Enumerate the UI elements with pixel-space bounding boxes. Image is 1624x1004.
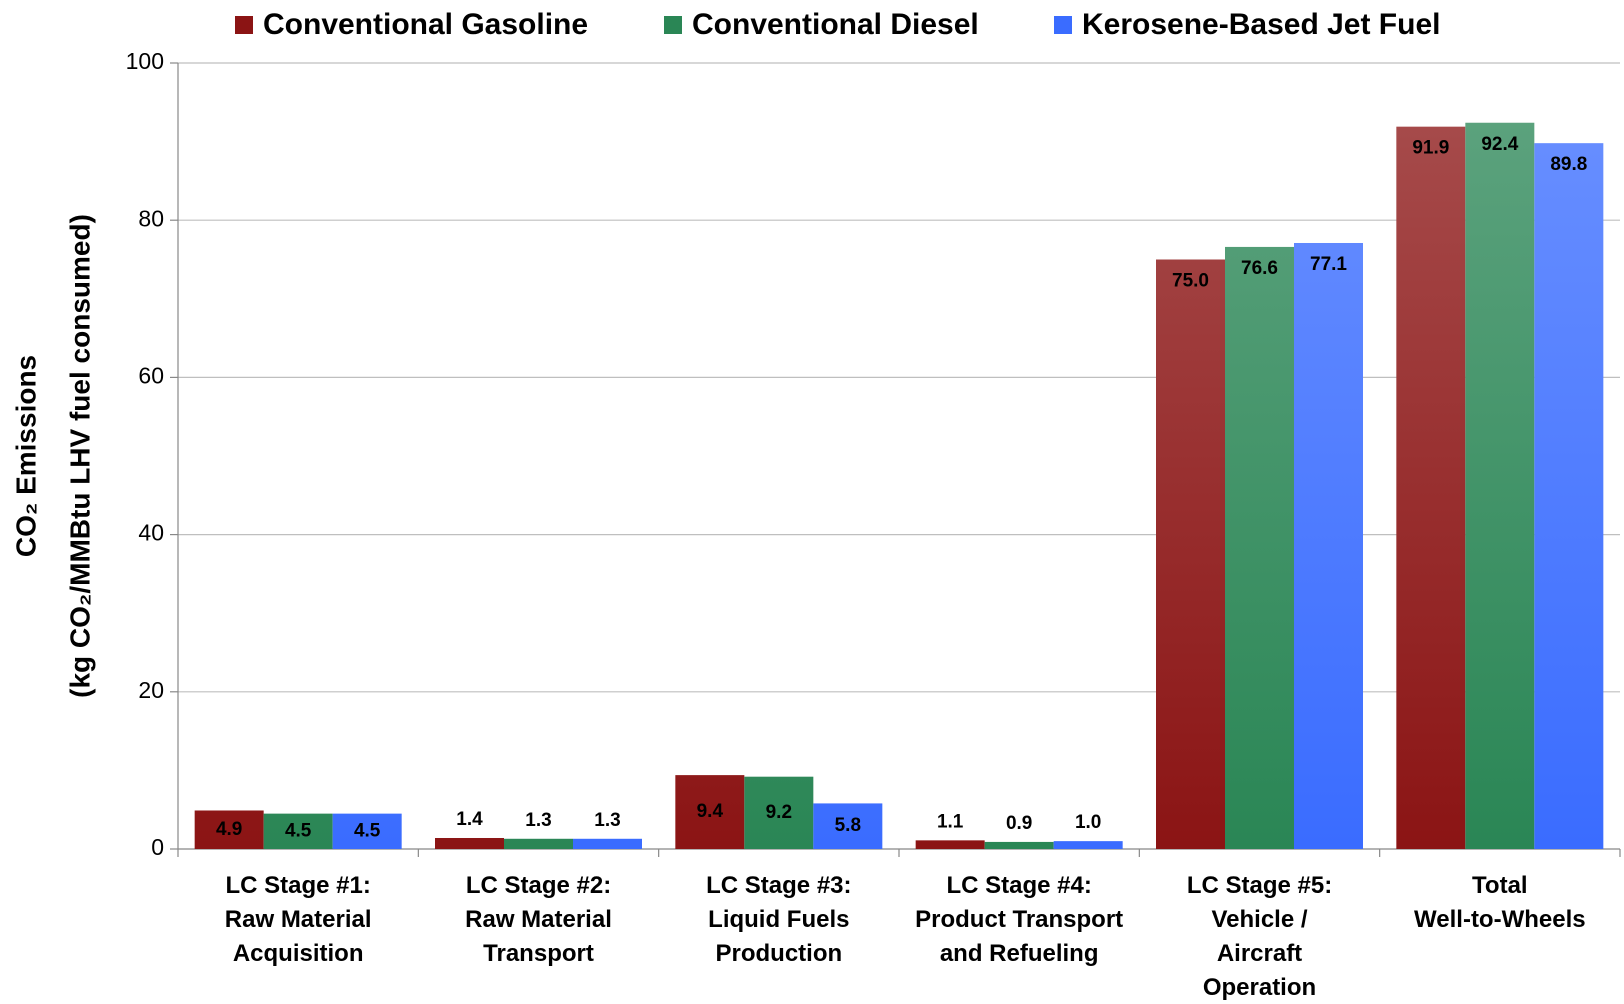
- bar: [984, 841, 1054, 849]
- bar: [263, 813, 333, 849]
- data-label: 92.4: [1481, 134, 1518, 155]
- bar: [504, 838, 573, 849]
- legend-swatch: [235, 16, 253, 34]
- x-tick-label: LC Stage #4: Product Transport and Refueli…: [915, 872, 1123, 967]
- bar: [1156, 259, 1225, 849]
- data-label: 4.5: [354, 820, 381, 841]
- data-label: 91.9: [1412, 138, 1449, 159]
- x-tick-label: LC Stage #1: Raw Material Acquisition: [225, 872, 372, 967]
- bar: [1225, 246, 1294, 849]
- data-label: 75.0: [1172, 271, 1209, 292]
- x-tick-label: Total Well-to-Wheels: [1414, 872, 1586, 933]
- bar: [332, 813, 402, 849]
- x-tick-label: LC Stage #2: Raw Material Transport: [465, 872, 612, 967]
- y-tick-label: 40: [138, 520, 164, 546]
- data-label: 1.3: [594, 810, 620, 831]
- y-tick-label: 20: [138, 677, 164, 703]
- data-label: 1.1: [937, 811, 964, 832]
- data-label: 4.9: [216, 819, 242, 840]
- bar: [813, 803, 883, 849]
- data-label: 0.9: [1006, 813, 1032, 834]
- y-tick-label: 60: [138, 362, 164, 388]
- data-label: 1.0: [1075, 812, 1101, 833]
- bar: [675, 775, 745, 849]
- legend-swatch: [1054, 16, 1072, 34]
- data-label: 76.6: [1241, 258, 1278, 279]
- x-tick-label: LC Stage #5: Vehicle / Aircraft Operation: [1187, 872, 1332, 1001]
- bar: [194, 810, 264, 849]
- data-label: 9.2: [766, 802, 792, 823]
- y-axis-title: (kg CO₂/MMBtu LHV fuel consumed): [64, 214, 95, 698]
- bar: [744, 776, 814, 849]
- bar: [1396, 126, 1466, 849]
- legend-label: Conventional Gasoline: [263, 8, 588, 41]
- bar: [435, 837, 504, 849]
- data-label: 89.8: [1550, 154, 1587, 175]
- legend-swatch: [664, 16, 682, 34]
- data-label: 5.8: [835, 815, 861, 836]
- y-tick-label: 0: [151, 834, 164, 860]
- data-label: 1.4: [456, 809, 483, 830]
- y-tick-label: 100: [126, 48, 164, 74]
- x-tick-label: LC Stage #3: Liquid Fuels Production: [706, 872, 851, 967]
- bar: [1465, 122, 1535, 849]
- data-label: 1.3: [525, 810, 551, 831]
- legend-label: Conventional Diesel: [692, 8, 979, 41]
- y-axis-title: CO₂ Emissions: [10, 355, 41, 557]
- data-label: 77.1: [1310, 254, 1347, 275]
- bar: [1053, 841, 1123, 849]
- legend-label: Kerosene-Based Jet Fuel: [1082, 8, 1440, 41]
- bar: [1534, 143, 1604, 849]
- bar: [1294, 242, 1363, 849]
- bar: [915, 840, 985, 849]
- data-label: 9.4: [697, 801, 724, 822]
- data-label: 4.5: [285, 820, 312, 841]
- y-tick-label: 80: [138, 205, 164, 231]
- bar: [573, 838, 642, 849]
